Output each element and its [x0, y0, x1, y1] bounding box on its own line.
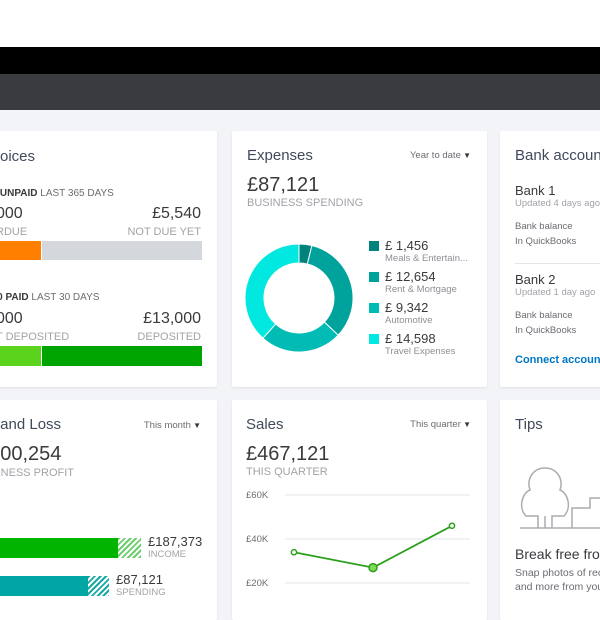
- income-bar[interactable]: [0, 538, 118, 558]
- expenses-donut-chart[interactable]: [244, 243, 354, 353]
- legend-item: £ 14,598 Travel Expenses: [369, 331, 468, 362]
- paid-summary: 000 PAID LAST 30 DAYS: [0, 292, 100, 303]
- y-tick-label: £60K: [246, 490, 269, 501]
- sales-total: £467,121: [246, 443, 330, 465]
- period-dropdown[interactable]: Year to date: [410, 150, 471, 161]
- bank-accounts-card[interactable]: Bank accounts Bank 1 Updated 4 days ago …: [500, 131, 600, 387]
- card-title: Tips: [515, 416, 543, 433]
- spending-label: SPENDING: [116, 587, 166, 598]
- top-spacer: [0, 0, 600, 47]
- not-due-value: £5,540: [152, 205, 201, 222]
- profit-and-loss-card[interactable]: Profit and Loss This month £100,254 BUSI…: [0, 400, 217, 620]
- spending-bar[interactable]: [0, 576, 88, 596]
- unpaid-summary: 40 UNPAID LAST 365 DAYS: [0, 188, 114, 199]
- tree-icon: [520, 467, 600, 529]
- period-dropdown[interactable]: This month: [144, 420, 201, 431]
- bank-account-2[interactable]: Bank 2 Updated 1 day ago Bank balance In…: [515, 272, 600, 336]
- period-dropdown[interactable]: This quarter: [410, 419, 471, 430]
- deposited-bar[interactable]: [42, 346, 202, 366]
- bank-balance-label: Bank balance: [515, 310, 573, 321]
- legend-amount: £ 14,598: [385, 331, 436, 346]
- sales-line: [293, 525, 453, 569]
- expenses-card[interactable]: Expenses Year to date £87,121 BUSINESS S…: [232, 131, 487, 387]
- expenses-total-label: BUSINESS SPENDING: [247, 197, 364, 209]
- divider: [515, 263, 600, 264]
- legend-item: £ 12,654 Rent & Mortgage: [369, 269, 468, 300]
- income-value: £187,373: [148, 534, 203, 549]
- card-title: Bank accounts: [515, 147, 600, 164]
- card-title: Invoices: [0, 148, 36, 165]
- legend-amount: £ 9,342: [385, 300, 429, 315]
- app-header-bar: [0, 47, 600, 74]
- bank-updated: Updated 4 days ago: [515, 198, 600, 209]
- expenses-legend: £ 1,456 Meals & Entertain... £ 12,654 Rent …: [369, 238, 468, 362]
- legend-item: £ 1,456 Meals & Entertain...: [369, 238, 468, 269]
- qb-label: In QuickBooks: [515, 236, 577, 247]
- overdue-bar[interactable]: [0, 241, 41, 260]
- bank-balance-label: Bank balance: [515, 221, 573, 232]
- sales-point[interactable]: [448, 522, 456, 530]
- sales-line-chart[interactable]: £60K £40K £20K: [232, 400, 487, 620]
- legend-swatch: [369, 272, 379, 282]
- bank-name: Bank 1: [515, 183, 556, 198]
- sales-total-label: THIS QUARTER: [246, 466, 328, 478]
- income-label: INCOME: [148, 549, 186, 560]
- deposited-value: £13,000: [143, 310, 201, 327]
- connect-accounts-link[interactable]: Connect accounts: [515, 354, 600, 366]
- tip-text-1: Snap photos of receipts: [515, 567, 600, 579]
- tip-headline: Break free from: [515, 546, 600, 562]
- overdue-value: 000: [0, 205, 23, 222]
- legend-swatch: [369, 334, 379, 344]
- sales-point[interactable]: [368, 562, 378, 573]
- profit-total: £100,254: [0, 443, 62, 465]
- not-deposited-value: 000: [0, 310, 23, 327]
- legend-amount: £ 12,654: [385, 269, 436, 284]
- legend-item: £ 9,342 Automotive: [369, 300, 468, 331]
- overdue-label: RDUE: [0, 226, 28, 238]
- legend-label: Travel Expenses: [385, 346, 456, 357]
- expenses-total: £87,121: [247, 174, 320, 196]
- legend-label: Rent & Mortgage: [385, 284, 457, 295]
- deposited-label: DEPOSITED: [137, 331, 201, 343]
- legend-label: Automotive: [385, 315, 433, 326]
- invoices-card[interactable]: Invoices 40 UNPAID LAST 365 DAYS 000 RDU…: [0, 131, 217, 387]
- card-title: Sales: [246, 416, 284, 433]
- not-deposited-label: T DEPOSITED: [0, 331, 70, 343]
- donut-slice-2[interactable]: [262, 321, 339, 353]
- sales-card[interactable]: Sales This quarter £467,121 THIS QUARTER…: [232, 400, 487, 620]
- tip-text-2: and more from your phone: [515, 581, 600, 593]
- tips-card[interactable]: Tips Break free from Snap photos of rece…: [500, 400, 600, 620]
- legend-swatch: [369, 241, 379, 251]
- donut-slice-3[interactable]: [244, 243, 300, 339]
- income-bar-pending: [118, 538, 141, 558]
- donut-slice-1[interactable]: [306, 244, 354, 336]
- legend-amount: £ 1,456: [385, 238, 429, 253]
- bank-name: Bank 2: [515, 272, 556, 287]
- spending-bar-pending: [88, 576, 109, 596]
- legend-swatch: [369, 303, 379, 313]
- sales-point[interactable]: [290, 548, 298, 556]
- bank-updated: Updated 1 day ago: [515, 287, 596, 298]
- not-due-label: NOT DUE YET: [127, 226, 201, 238]
- y-tick-label: £20K: [246, 578, 269, 589]
- bank-account-1[interactable]: Bank 1 Updated 4 days ago Bank balance I…: [515, 183, 600, 247]
- spending-value: £87,121: [116, 572, 163, 587]
- y-tick-label: £40K: [246, 534, 269, 545]
- nav-bar: [0, 74, 600, 110]
- card-title: Profit and Loss: [0, 416, 62, 433]
- legend-label: Meals & Entertain...: [385, 253, 468, 264]
- not-due-bar[interactable]: [42, 241, 202, 260]
- not-deposited-bar[interactable]: [0, 346, 41, 366]
- qb-label: In QuickBooks: [515, 325, 577, 336]
- card-title: Expenses: [247, 147, 313, 164]
- profit-label: BUSINESS PROFIT: [0, 467, 75, 479]
